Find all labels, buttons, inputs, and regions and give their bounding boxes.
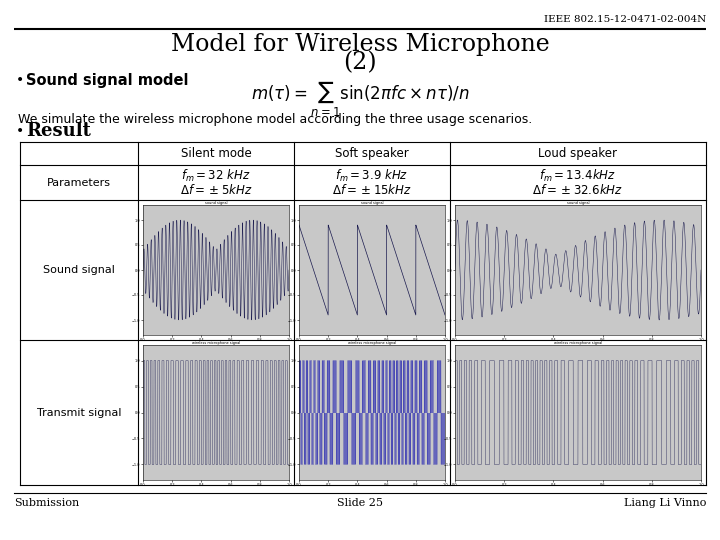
Text: $m(\tau) = \sum_{n=1} \sin(2\pi fc \times n\tau)/n$: $m(\tau) = \sum_{n=1} \sin(2\pi fc \time… xyxy=(251,79,469,119)
Text: Liang Li Vinno: Liang Li Vinno xyxy=(624,498,706,508)
Text: $f_m{=}32$ kHz: $f_m{=}32$ kHz xyxy=(181,167,251,184)
Text: Transmit signal: Transmit signal xyxy=(37,408,121,417)
Text: Silent mode: Silent mode xyxy=(181,147,251,160)
Title: sound signal: sound signal xyxy=(361,201,383,205)
Text: Slide 25: Slide 25 xyxy=(337,498,383,508)
Text: $\Delta f = \pm 15$kHz: $\Delta f = \pm 15$kHz xyxy=(332,183,412,197)
Text: Submission: Submission xyxy=(14,498,79,508)
Text: Sound signal: Sound signal xyxy=(43,265,115,275)
Text: Sound signal model: Sound signal model xyxy=(26,72,189,87)
Text: $f_m{=}3.9$ kHz: $f_m{=}3.9$ kHz xyxy=(336,167,409,184)
Text: •: • xyxy=(16,73,24,87)
Text: •: • xyxy=(16,124,24,138)
Text: $\Delta f = \pm 5$kHz: $\Delta f = \pm 5$kHz xyxy=(180,183,252,197)
Text: Model for Wireless Microphone: Model for Wireless Microphone xyxy=(171,33,549,57)
Text: $\Delta f = \pm 32.6$kHz: $\Delta f = \pm 32.6$kHz xyxy=(532,183,624,197)
Text: (2): (2) xyxy=(343,51,377,75)
Title: wireless microphone signal: wireless microphone signal xyxy=(348,341,396,345)
Text: We simulate the wireless microphone model according the three usage scenarios.: We simulate the wireless microphone mode… xyxy=(18,112,532,125)
Title: sound signal: sound signal xyxy=(204,201,228,205)
Text: $f_m{=}13.4$kHz: $f_m{=}13.4$kHz xyxy=(539,167,616,184)
Text: Parameters: Parameters xyxy=(47,178,111,187)
Text: Loud speaker: Loud speaker xyxy=(539,147,618,160)
Title: wireless microphone signal: wireless microphone signal xyxy=(192,341,240,345)
Text: Result: Result xyxy=(26,122,91,140)
Title: sound signal: sound signal xyxy=(567,201,589,205)
Text: Soft speaker: Soft speaker xyxy=(335,147,409,160)
Text: IEEE 802.15-12-0471-02-004N: IEEE 802.15-12-0471-02-004N xyxy=(544,16,706,24)
Title: wireless microphone signal: wireless microphone signal xyxy=(554,341,602,345)
